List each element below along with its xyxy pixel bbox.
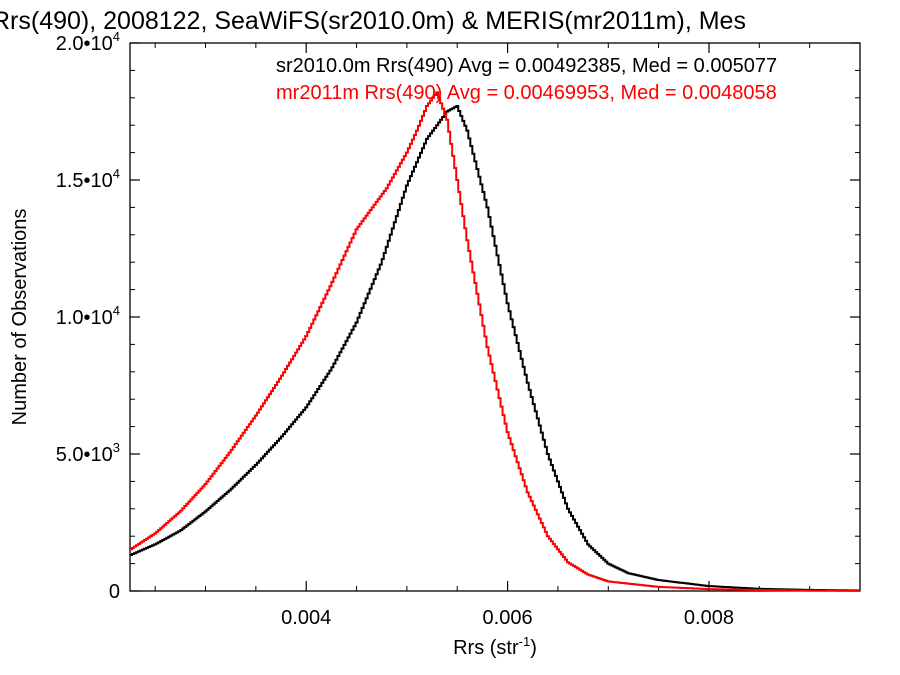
- x-tick-label: 0.004: [281, 607, 331, 629]
- x-tick-label: 0.006: [483, 607, 533, 629]
- series-line-sr2010.0m: [130, 105, 860, 592]
- y-tick-label: 1.0•104: [56, 303, 120, 329]
- y-tick-label: 0: [109, 581, 120, 603]
- series-line-mr2011m: [130, 91, 860, 592]
- x-tick-label: 0.008: [684, 607, 734, 629]
- series-layer: [130, 91, 860, 592]
- plot-frame: [129, 42, 861, 592]
- y-tick-label: 1.5•104: [56, 166, 120, 192]
- axis-ticks: 0.004 0.006 0.008 0 5.0•103 1.0•104 1.5•104 2.0…: [56, 29, 861, 629]
- y-axis-label: Number of Observations: [9, 209, 31, 426]
- annotations: sr2010.0m Rrs(490) Avg = 0.00492385, Med…: [276, 55, 777, 104]
- y-tick-label: 5.0•103: [56, 440, 120, 466]
- chart-title: Rrs(490), 2008122, SeaWiFS(sr2010.0m) & …: [0, 7, 746, 35]
- stats-annotation-2: mr2011m Rrs(490) Avg = 0.00469953, Med =…: [276, 82, 777, 104]
- x-axis-label: Rrs (str-1): [453, 634, 537, 659]
- stats-annotation-1: sr2010.0m Rrs(490) Avg = 0.00492385, Med…: [276, 55, 777, 77]
- y-tick-label: 2.0•104: [56, 29, 120, 55]
